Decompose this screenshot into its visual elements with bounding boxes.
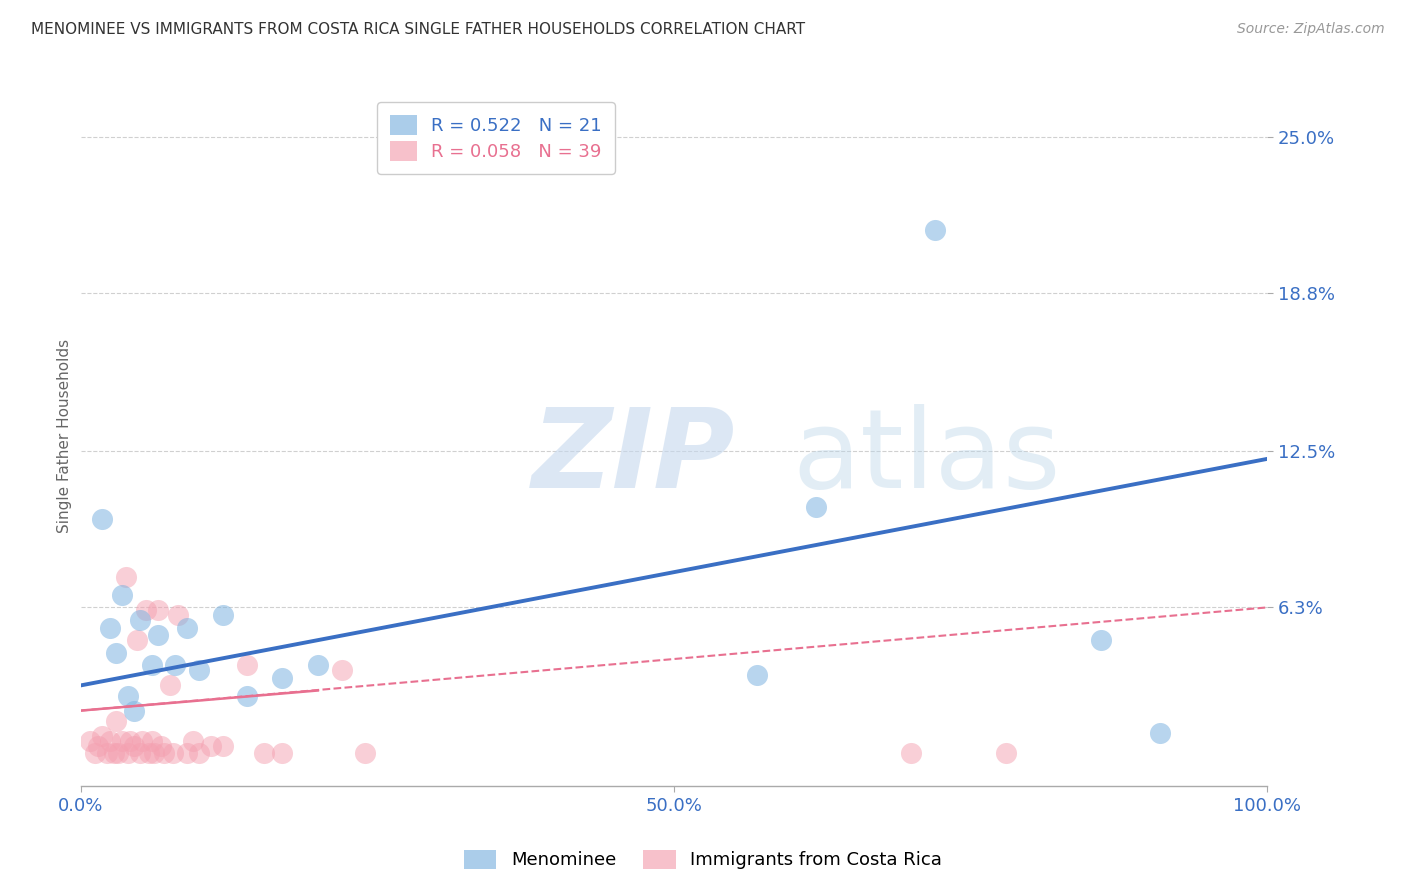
Point: [995, 747, 1018, 761]
Point: [141, 658, 163, 673]
Point: [90, 729, 112, 743]
Point: [330, 664, 353, 678]
Point: [105, 714, 128, 728]
Point: [253, 747, 276, 761]
Point: [212, 607, 235, 622]
Point: [83, 747, 105, 761]
Point: [131, 734, 153, 748]
Point: [79, 734, 101, 748]
Point: [235, 689, 257, 703]
Point: [165, 658, 187, 673]
Point: [181, 734, 204, 748]
Point: [159, 678, 181, 692]
Point: [188, 664, 211, 678]
Point: [162, 747, 184, 761]
Point: [128, 613, 150, 627]
Point: [307, 658, 329, 673]
Point: [200, 739, 222, 753]
Point: [176, 621, 198, 635]
Legend: Menominee, Immigrants from Costa Rica: Menominee, Immigrants from Costa Rica: [456, 840, 950, 879]
Point: [127, 633, 149, 648]
Text: ZIP: ZIP: [531, 404, 735, 511]
Point: [122, 739, 145, 753]
Point: [141, 734, 163, 748]
Point: [111, 588, 134, 602]
Point: [114, 570, 136, 584]
Point: [117, 689, 139, 703]
Point: [146, 628, 169, 642]
Point: [806, 500, 828, 514]
Text: atlas: atlas: [793, 404, 1062, 511]
Point: [105, 646, 128, 660]
Point: [1149, 726, 1171, 740]
Point: [98, 621, 121, 635]
Point: [138, 747, 160, 761]
Point: [107, 747, 129, 761]
Point: [152, 747, 174, 761]
Point: [176, 747, 198, 761]
Point: [212, 739, 235, 753]
Y-axis label: Single Father Households: Single Father Households: [58, 339, 72, 533]
Text: MENOMINEE VS IMMIGRANTS FROM COSTA RICA SINGLE FATHER HOUSEHOLDS CORRELATION CHA: MENOMINEE VS IMMIGRANTS FROM COSTA RICA …: [31, 22, 806, 37]
Point: [235, 658, 257, 673]
Point: [271, 671, 294, 685]
Point: [117, 747, 139, 761]
Point: [900, 747, 922, 761]
Point: [166, 607, 188, 622]
Point: [122, 704, 145, 718]
Point: [96, 747, 118, 761]
Point: [103, 747, 125, 761]
Point: [143, 747, 166, 761]
Point: [924, 223, 946, 237]
Legend: R = 0.522   N = 21, R = 0.058   N = 39: R = 0.522 N = 21, R = 0.058 N = 39: [377, 103, 614, 174]
Point: [150, 739, 173, 753]
Point: [98, 734, 121, 748]
Point: [111, 734, 134, 748]
Text: Source: ZipAtlas.com: Source: ZipAtlas.com: [1237, 22, 1385, 37]
Point: [146, 603, 169, 617]
Point: [745, 668, 768, 682]
Point: [271, 747, 294, 761]
Point: [188, 747, 211, 761]
Point: [90, 512, 112, 526]
Point: [87, 739, 110, 753]
Point: [120, 734, 142, 748]
Point: [135, 603, 157, 617]
Point: [1090, 633, 1112, 648]
Point: [128, 747, 150, 761]
Point: [354, 747, 377, 761]
